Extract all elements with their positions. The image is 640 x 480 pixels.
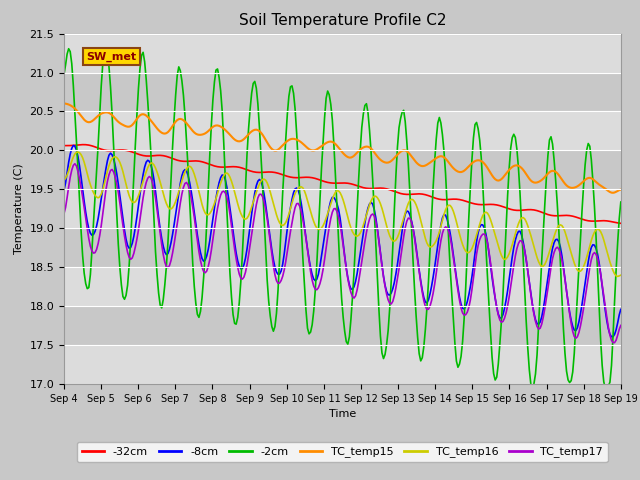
TC_temp17 (228, 223, 236, 229)
Legend: -32cm, -8cm, -2cm, TC_temp15, TC_temp16, TC_temp17: -32cm, -8cm, -2cm, TC_temp15, TC_temp16,… (77, 442, 607, 462)
-2cm (130, 173, 138, 179)
TC_temp15 (586, 175, 594, 180)
-8cm (617, 307, 625, 312)
TC_temp17 (60, 211, 68, 216)
Bar (64, 306, 621, 345)
TC_temp17 (130, 251, 138, 256)
TC_temp16 (130, 200, 138, 205)
X-axis label: Time: Time (329, 409, 356, 419)
TC_temp17 (617, 323, 625, 328)
-32cm (81, 142, 88, 147)
TC_temp16 (228, 179, 236, 184)
-8cm (305, 256, 313, 262)
Line: -2cm: -2cm (64, 48, 621, 389)
TC_temp17 (588, 257, 595, 263)
-8cm (255, 177, 263, 182)
-32cm (60, 143, 68, 148)
-32cm (255, 169, 263, 175)
TC_temp16 (614, 274, 621, 279)
TC_temp16 (305, 203, 313, 209)
TC_temp16 (588, 238, 595, 243)
Bar (64, 267, 621, 306)
-8cm (246, 223, 254, 228)
TC_temp17 (611, 340, 618, 346)
TC_temp15 (609, 190, 617, 196)
-2cm (602, 386, 609, 392)
TC_temp15 (254, 127, 262, 133)
Line: -8cm: -8cm (64, 145, 621, 337)
-8cm (60, 187, 68, 193)
TC_temp16 (74, 149, 82, 155)
Bar (64, 72, 621, 111)
Line: TC_temp16: TC_temp16 (64, 152, 621, 276)
TC_temp16 (246, 209, 254, 215)
Line: TC_temp15: TC_temp15 (64, 104, 621, 193)
TC_temp15 (60, 101, 68, 107)
Y-axis label: Temperature (C): Temperature (C) (14, 163, 24, 254)
TC_temp17 (305, 258, 313, 264)
TC_temp15 (303, 145, 311, 151)
-2cm (305, 331, 313, 337)
-2cm (255, 124, 263, 130)
Bar (64, 150, 621, 189)
TC_temp16 (60, 177, 68, 183)
Bar (64, 345, 621, 384)
TC_temp16 (255, 181, 263, 187)
-32cm (228, 164, 236, 169)
-2cm (102, 46, 109, 51)
-8cm (130, 234, 138, 240)
-8cm (607, 334, 615, 340)
-32cm (130, 150, 138, 156)
TC_temp15 (226, 132, 234, 138)
TC_temp16 (617, 272, 625, 278)
Bar (64, 34, 621, 72)
TC_temp15 (244, 132, 252, 137)
TC_temp17 (255, 192, 263, 197)
-2cm (228, 294, 236, 300)
-8cm (70, 143, 77, 148)
-2cm (588, 157, 595, 163)
-2cm (60, 72, 68, 77)
Line: TC_temp17: TC_temp17 (64, 164, 621, 343)
TC_temp15 (129, 122, 136, 128)
Bar (64, 111, 621, 150)
-2cm (246, 106, 254, 112)
-2cm (617, 199, 625, 205)
TC_temp17 (246, 242, 254, 248)
Bar (64, 228, 621, 267)
TC_temp15 (617, 187, 625, 192)
Text: SW_met: SW_met (86, 51, 136, 61)
Bar (64, 189, 621, 228)
-8cm (228, 216, 236, 222)
-8cm (588, 244, 595, 250)
-32cm (588, 218, 595, 224)
Line: -32cm: -32cm (64, 144, 621, 223)
-32cm (617, 220, 625, 226)
-32cm (246, 168, 254, 174)
Title: Soil Temperature Profile C2: Soil Temperature Profile C2 (239, 13, 446, 28)
TC_temp17 (71, 161, 79, 167)
-32cm (305, 174, 313, 180)
